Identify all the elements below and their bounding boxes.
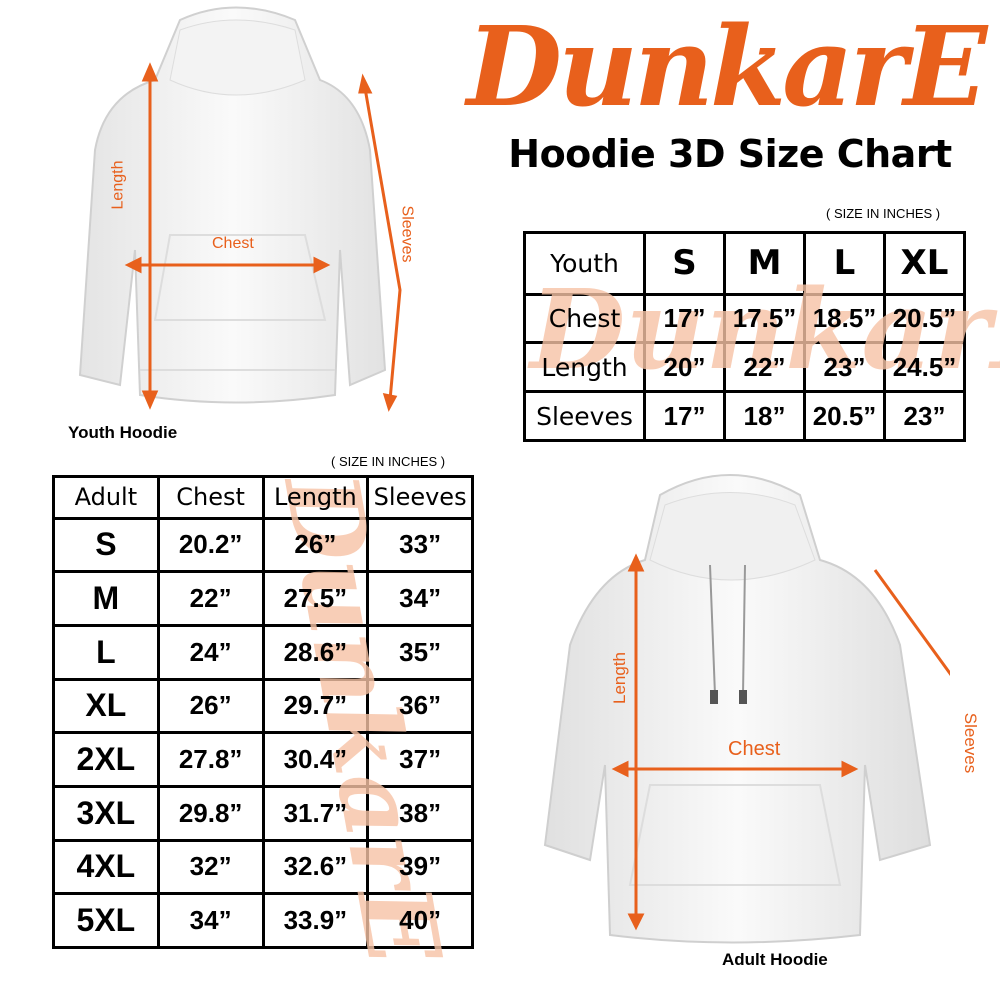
table-cell: 40” <box>366 892 474 949</box>
table-cell: 20.2” <box>156 516 265 574</box>
table-cell: 39” <box>366 838 474 896</box>
table-cell: 23” <box>803 341 886 394</box>
adult-sleeves-label: Sleeves <box>961 712 981 774</box>
youth-row-sleeves: Sleeves 17” 18” 20.5” 23” <box>523 390 966 442</box>
size-label: 3XL <box>52 784 160 842</box>
size-label: M <box>52 570 160 627</box>
table-cell: 29.7” <box>261 677 370 735</box>
adult-header-cell: Chest <box>156 475 265 520</box>
table-cell: 33.9” <box>261 892 370 949</box>
adult-header-cell: Length <box>261 475 370 520</box>
table-cell: 27.8” <box>156 731 265 788</box>
adult-header-cell: Sleeves <box>366 475 474 520</box>
table-cell: 18” <box>723 390 806 442</box>
adult-row-xl: XL 26” 29.7” 36” <box>52 677 474 735</box>
table-cell: 20” <box>643 341 726 394</box>
adult-chest-label: Chest <box>728 738 781 760</box>
adult-row-s: S 20.2” 26” 33” <box>52 516 474 574</box>
table-cell: 34” <box>156 892 265 949</box>
row-label: Length <box>523 341 646 394</box>
size-label: 5XL <box>52 892 160 949</box>
adult-row-5xl: 5XL 34” 33.9” 40” <box>52 892 474 949</box>
table-cell: 23” <box>883 390 966 442</box>
size-label: L <box>52 623 160 681</box>
brand-logo: DunkarE <box>464 2 994 130</box>
size-label: S <box>52 516 160 574</box>
page-title: Hoodie 3D Size Chart <box>508 132 952 176</box>
size-label: 4XL <box>52 838 160 896</box>
youth-header-cell: S <box>643 231 726 296</box>
adult-row-3xl: 3XL 29.8” 31.7” 38” <box>52 784 474 842</box>
adult-hoodie-image <box>543 474 950 944</box>
table-cell: 17” <box>643 390 726 442</box>
size-label: 2XL <box>52 731 160 788</box>
table-cell: 33” <box>366 516 474 574</box>
table-cell: 29.8” <box>156 784 265 842</box>
table-cell: 24.5” <box>883 341 966 394</box>
table-cell: 26” <box>156 677 265 735</box>
adult-length-label: Length <box>610 652 629 704</box>
adult-unit-note: ( SIZE IN INCHES ) <box>331 454 446 469</box>
youth-header-cell: L <box>803 231 886 296</box>
adult-header-cell: Adult <box>52 475 160 520</box>
row-label: Sleeves <box>523 390 646 442</box>
youth-hoodie-image <box>78 6 402 412</box>
youth-header-cell: XL <box>883 231 966 296</box>
table-cell: 22” <box>723 341 806 394</box>
table-cell: 37” <box>366 731 474 788</box>
table-cell: 38” <box>366 784 474 842</box>
youth-row-length: Length 20” 22” 23” 24.5” <box>523 341 966 394</box>
youth-caption: Youth Hoodie <box>68 423 178 442</box>
adult-header-row: Adult Chest Length Sleeves <box>52 475 474 520</box>
youth-row-chest: Chest 17” 17.5” 18.5” 20.5” <box>523 292 966 345</box>
youth-header-cell: M <box>723 231 806 296</box>
svg-text:DunkarE: DunkarE <box>464 2 990 130</box>
table-cell: 30.4” <box>261 731 370 788</box>
youth-header-row: Youth S M L XL <box>523 231 966 296</box>
table-cell: 24” <box>156 623 265 681</box>
table-cell: 35” <box>366 623 474 681</box>
size-label: XL <box>52 677 160 735</box>
adult-caption: Adult Hoodie <box>722 950 828 969</box>
table-cell: 34” <box>366 570 474 627</box>
adult-row-l: L 24” 28.6” 35” <box>52 623 474 681</box>
table-cell: 31.7” <box>261 784 370 842</box>
youth-unit-note: ( SIZE IN INCHES ) <box>826 206 941 221</box>
table-cell: 27.5” <box>261 570 370 627</box>
table-cell: 32.6” <box>261 838 370 896</box>
youth-header-cell: Youth <box>523 231 646 296</box>
table-cell: 32” <box>156 838 265 896</box>
adult-size-table: Adult Chest Length Sleeves S 20.2” 26” 33” M… <box>52 475 474 949</box>
table-cell: 17.5” <box>723 292 806 345</box>
table-cell: 20.5” <box>883 292 966 345</box>
table-cell: 36” <box>366 677 474 735</box>
youth-length-label: Length <box>109 160 127 210</box>
adult-row-2xl: 2XL 27.8” 30.4” 37” <box>52 731 474 788</box>
table-cell: 28.6” <box>261 623 370 681</box>
table-cell: 26” <box>261 516 370 574</box>
youth-size-table: Youth S M L XL Chest 17” 17.5” 18.5” 20.… <box>523 231 966 442</box>
table-cell: 17” <box>643 292 726 345</box>
row-label: Chest <box>523 292 646 345</box>
adult-row-4xl: 4XL 32” 32.6” 39” <box>52 838 474 896</box>
table-cell: 22” <box>156 570 265 627</box>
table-cell: 20.5” <box>803 390 886 442</box>
youth-chest-label: Chest <box>212 235 254 252</box>
adult-row-m: M 22” 27.5” 34” <box>52 570 474 627</box>
youth-sleeves-label: Sleeves <box>398 205 416 263</box>
table-cell: 18.5” <box>803 292 886 345</box>
